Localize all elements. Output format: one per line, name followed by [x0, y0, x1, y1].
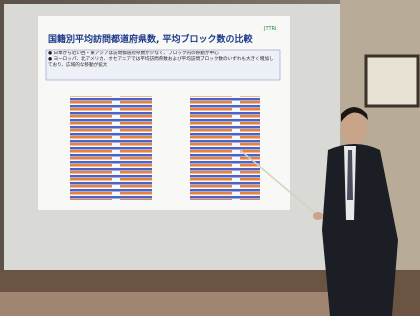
- bullet-text: ヨーロッパ、北アメリカ、オセアニアでは平均訪問県数および平均訪問ブロック数のいず…: [48, 57, 274, 68]
- slide-title: 国籍別平均訪問都道府県数, 平均ブロック数の比較: [48, 33, 254, 45]
- logo: JTTRI: [263, 26, 276, 32]
- page: 国籍別平均訪問都道府県数, 平均ブロック数の比較 JTTRI ● 日本から近い西…: [0, 0, 420, 316]
- framed-picture: [366, 56, 418, 106]
- bullet-text: 日本から近い西・東アジアは訪問都道府県数が少なく、ブロック内の移動が中心: [53, 51, 218, 56]
- bullet: ● ヨーロッパ、北アメリカ、オセアニアでは平均訪問県数および平均訪問ブロック数の…: [48, 57, 278, 69]
- table: [0, 292, 330, 316]
- photo: 国籍別平均訪問都道府県数, 平均ブロック数の比較 JTTRI ● 日本から近い西…: [0, 0, 420, 316]
- bullets: ● 日本から近い西・東アジアは訪問都道府県数が少なく、ブロック内の移動が中心 ●…: [48, 51, 278, 79]
- chart-bars-right: [190, 96, 260, 200]
- chart-bars-left: [70, 96, 152, 200]
